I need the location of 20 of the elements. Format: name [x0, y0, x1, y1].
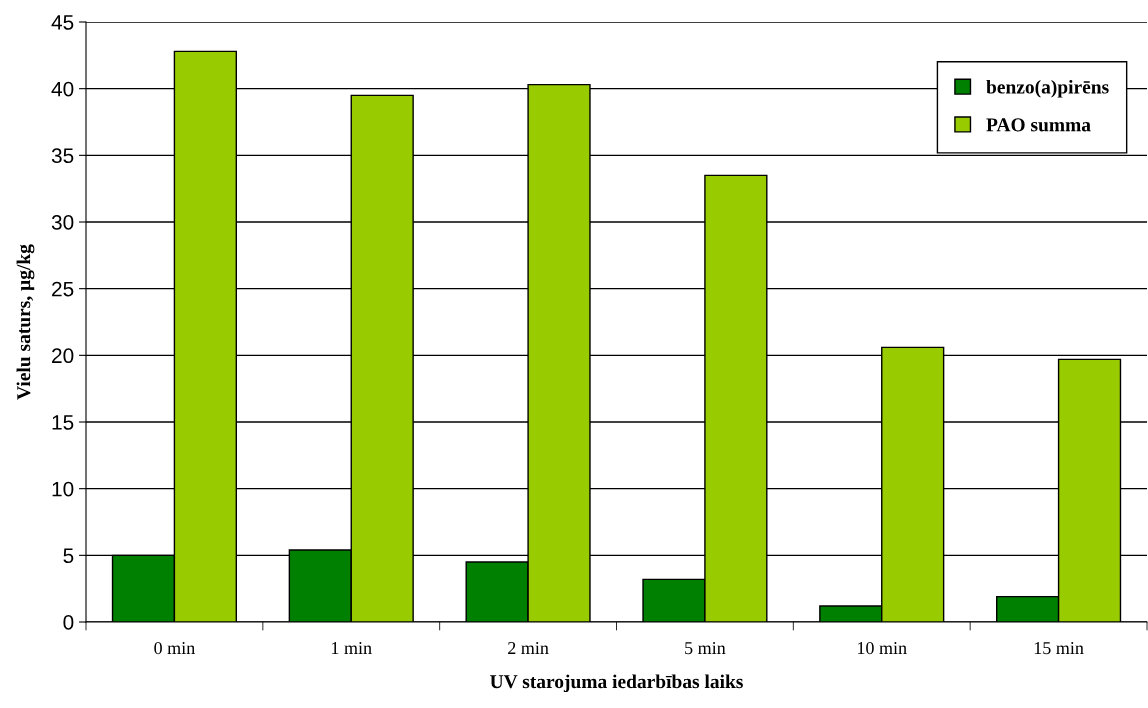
y-tick-label: 10 — [52, 481, 74, 497]
x-tick-label: 15 min — [1034, 642, 1084, 655]
legend-label: PAO summa — [986, 118, 1091, 132]
y-axis-title: Vielu saturs, µg/kg — [16, 244, 35, 400]
x-tick-label: 1 min — [332, 642, 372, 654]
x-tick-label: 5 min — [685, 642, 726, 655]
y-tick-label: 35 — [51, 148, 74, 164]
y-tick-label: 5 — [63, 548, 74, 564]
legend-label: benzo(a)pirēns — [986, 79, 1109, 98]
y-tick-label: 30 — [51, 215, 74, 230]
y-tick-label: 40 — [51, 81, 74, 97]
x-tick-label: 0 min — [154, 641, 195, 655]
x-tick-label: 10 min — [858, 641, 907, 655]
y-tick-label: 20 — [52, 348, 74, 364]
y-tick-label: 25 — [52, 281, 74, 297]
y-tick-label: 15 — [52, 415, 74, 430]
x-axis-title: UV starojuma iedarbības laiks — [490, 674, 743, 693]
x-tick-label: 2 min — [508, 642, 549, 654]
y-tick-label: 45 — [51, 15, 74, 30]
y-tick-label: 0 — [63, 615, 74, 630]
